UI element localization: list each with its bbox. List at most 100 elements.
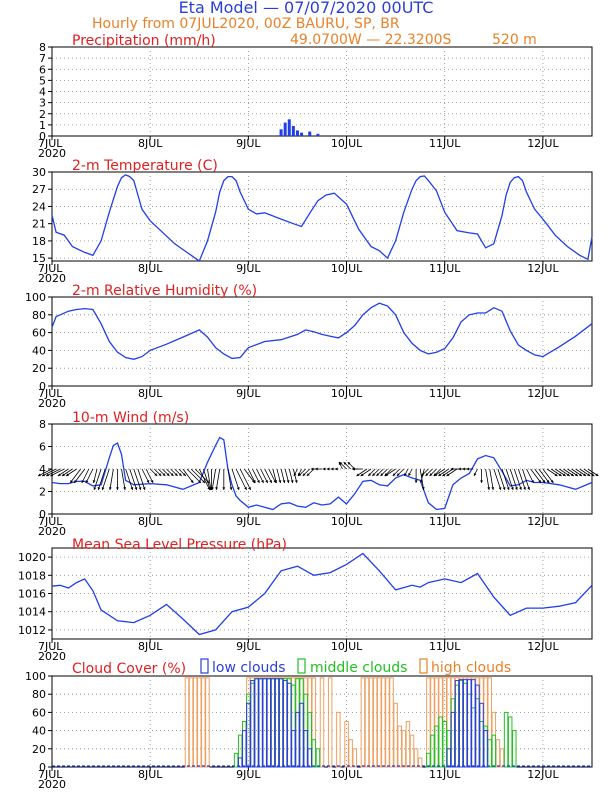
high-cloud-bar [438,677,443,768]
wind-xlabel-year: 2020 [38,525,66,538]
middle-cloud-bar [237,734,243,768]
wind-arrow-head [446,473,450,476]
clouds-xlabel-start: 7JUL [38,768,63,781]
rh-ytick-label: 0 [39,380,46,393]
rh-ytick-label: 60 [32,327,46,340]
middle-cloud-bar [430,734,435,768]
legend-high-swatch [419,658,428,674]
wind-arrow [231,468,240,491]
wind-arrow [101,468,110,491]
middle-cloud-bar [434,725,439,768]
high-cloud-bar [467,677,472,768]
wind-arrow-head [108,487,112,490]
wind-arrow-head [142,487,146,490]
temp-frame [51,171,593,262]
middle-cloud-bar [503,711,509,768]
high-cloud-bar [307,677,312,768]
wind-arrow [215,468,221,491]
wind-arrow-head [70,480,73,483]
low-cloud-bar [475,684,480,768]
wind-arrow-head [523,487,526,490]
wind-arrow-head [579,473,583,476]
precip-xlabel-year: 2020 [38,147,66,160]
wind-arrow-head [421,473,425,476]
wind-arrow [133,468,142,491]
mslp-xlabel-day: 9JUL [236,640,261,653]
rh-ytick-label: 80 [32,309,46,322]
wind-arrow-head [527,487,530,490]
wind-arrow-head [101,487,105,490]
clouds-xlabel-day: 9JUL [236,768,261,781]
wind-arrow-head [595,473,599,476]
precip-xlabel-day: 8JUL [138,137,163,150]
wind-arrow-head [158,473,162,476]
clouds-ytick-label: 0 [39,761,46,774]
clouds-xlabel-day: 11JUL [429,768,461,781]
temp-xlabel-day: 8JUL [138,262,163,275]
clouds-xlabel-day: 10JUL [331,768,363,781]
high-cloud-bar [397,725,402,768]
high-cloud-bar [442,677,447,768]
middle-cloud-bar [287,678,292,768]
wind-xlabel-day: 10JUL [331,515,363,528]
clouds-frame [51,675,593,768]
wind-arrow-head [546,480,550,483]
high-cloud-bar [266,677,272,768]
wind-arrow-head [574,473,578,476]
high-cloud-bar [258,677,263,768]
middle-cloud-bar [311,739,317,768]
precip-xlabel-start: 7JUL [38,137,63,150]
wind-arrow-head [198,480,201,483]
wind-arrow-head [190,480,194,483]
wind-arrow-head [174,473,178,476]
wind-arrow-head [498,487,502,490]
wind-arrow-head [531,480,534,483]
wind-arrow-head [562,473,566,476]
clouds-ytick-label: 100 [25,670,46,683]
middle-cloud-bar [471,707,476,768]
low-cloud-bar [299,702,304,768]
precip-ytick-label: 0 [39,130,46,143]
wind-arrow-head [315,467,318,471]
wind-arrow-head [298,473,302,476]
rh-xlabel-start: 7JUL [38,387,63,400]
high-cloud-bar [446,677,452,768]
high-cloud-bar [282,677,288,768]
low-cloud-bar [454,680,460,768]
wind-arrow-head [466,467,469,471]
wind-arrow [211,468,217,491]
wind-arrow-head [330,467,334,471]
wind-arrow-head [215,487,219,490]
mslp-title: Mean Sea Level Pressure (hPa) [72,537,287,553]
wind-arrow-head [252,480,256,483]
high-cloud-bar [487,677,492,768]
precip-ytick-label: 6 [39,63,46,76]
wind-panel: 0 2 4 6 8 7JUL2020 8JUL 9JUL 10JUL 11JUL 12JUL 10-m… [37,410,599,538]
high-cloud-bar [274,677,280,768]
wind-arrow-head [66,473,70,476]
high-cloud-bar [385,677,390,768]
wind-arrow [509,468,518,491]
high-cloud-bar [192,677,198,768]
wind-arrow-head [322,467,326,471]
low-cloud-bar [479,702,484,768]
temp-ytick-label: 27 [32,183,46,196]
precip-bar [300,132,304,136]
rh-xlabel-day: 8JUL [138,387,163,400]
precip-ytick-label: 5 [39,74,46,87]
high-cloud-bar [262,677,267,768]
wind-arrow-head [211,487,214,490]
high-cloud-bar [471,677,476,768]
high-cloud-bar [401,730,407,768]
wind-arrow [202,468,211,491]
wind-ytick-label: 4 [39,463,46,476]
low-cloud-bar [242,730,247,768]
clouds-ytick-label: 20 [32,743,46,756]
middle-cloud-bar [491,734,497,768]
high-cloud-bar [430,677,435,768]
low-cloud-bar [295,711,300,768]
high-cloud-bar [278,677,284,768]
high-cloud-bar [336,711,341,768]
wind-arrow-head [591,473,595,476]
